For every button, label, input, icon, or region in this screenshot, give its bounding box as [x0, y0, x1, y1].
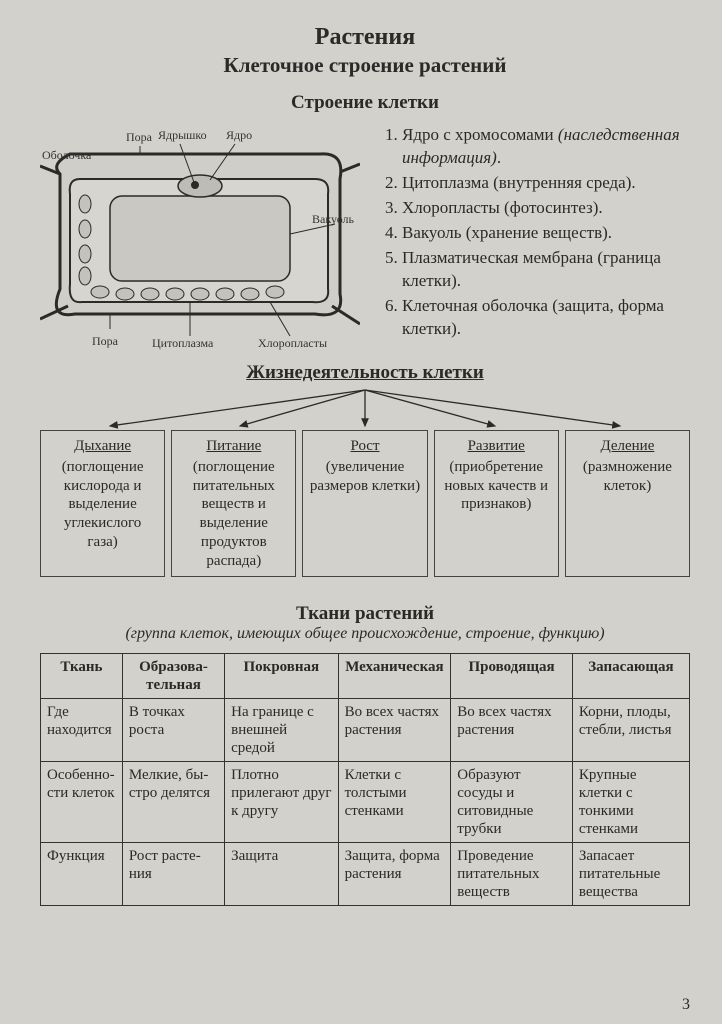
label-pora-top: Пора [126, 130, 152, 145]
life-box-desc: (поглощение питательных веществ и выделе… [193, 459, 275, 569]
life-box-desc: (увеличение размеров клетки) [310, 459, 420, 494]
life-box: Деление (размножение клеток) [565, 430, 690, 577]
table-cell: Клетки с толстыми стенками [338, 762, 451, 843]
tissue-table: ТканьОбразова­тельнаяПокров­наяМеханиче­… [40, 653, 690, 906]
table-cell: Запасает питатель­ные веще­ства [572, 843, 689, 906]
table-cell: Защита [225, 843, 338, 906]
table-cell: Защита, форма рас­тения [338, 843, 451, 906]
table-cell: Рост расте­ния [122, 843, 224, 906]
table-cell: Крупные клетки с тонкими стенками [572, 762, 689, 843]
structure-item: Вакуоль (хранение веществ). [402, 222, 690, 245]
page: Растения Клеточное строение растений Стр… [0, 0, 722, 1024]
structure-list: Ядро с хромосомами (наследственная инфор… [376, 124, 690, 342]
table-cell: Корни, плоды, стебли, ли­стья [572, 699, 689, 762]
life-box-title: Рост [309, 437, 420, 456]
tissue-subheading: (группа клеток, имеющих общее происхожде… [40, 625, 690, 643]
life-box-desc: (поглощение кислорода и выделение углеки… [62, 459, 144, 550]
structure-item: Хлоропласты (фотосинтез). [402, 197, 690, 220]
tissue-header: Ткань [41, 654, 123, 699]
label-obolochka: Оболочка [42, 148, 91, 163]
tissue-header: Покров­ная [225, 654, 338, 699]
label-pora-bottom: Пора [92, 334, 118, 349]
label-citoplazma: Цитоплазма [152, 336, 213, 351]
table-cell: Функ­ция [41, 843, 123, 906]
life-box-desc: (приобретение новых качеств и признаков) [444, 459, 548, 513]
table-cell: На границе с внешней средой [225, 699, 338, 762]
table-cell: Мелкие, бы­стро делятся [122, 762, 224, 843]
life-box-title: Питание [178, 437, 289, 456]
life-box: Дыхание (поглощение кислорода и выделение… [40, 430, 165, 577]
label-yadro: Ядро [226, 128, 252, 143]
table-row: Где находи­тсяВ точках ростаНа границе с… [41, 699, 690, 762]
structure-item: Цитоплазма (внутренняя среда). [402, 172, 690, 195]
table-cell: Образуют сосуды и ситовид­ные трубки [451, 762, 573, 843]
table-cell: Осо­бенно­сти клеток [41, 762, 123, 843]
table-cell: Где находи­тся [41, 699, 123, 762]
life-box: Развитие (приобретение новых качеств и пр… [434, 430, 559, 577]
table-cell: В точках роста [122, 699, 224, 762]
structure-item: Ядро с хромосомами (наследственная инфор… [402, 124, 690, 170]
life-box: Питание (поглощение питательных веществ и… [171, 430, 296, 577]
tissue-header: Запасаю­щая [572, 654, 689, 699]
table-cell: Проведе­ние пита­тельных веществ [451, 843, 573, 906]
tissue-heading: Ткани растений [40, 603, 690, 625]
label-vakuol: Вакуоль [312, 212, 354, 227]
structure-item: Клеточная оболочка (защита, форма клетки… [402, 295, 690, 341]
structure-heading: Строение клетки [40, 92, 690, 114]
label-hloroplasty: Хлоропласты [258, 336, 327, 351]
tissue-header: Образова­тельная [122, 654, 224, 699]
cell-diagram-row: Оболочка Пора Ядрышко Ядро Вакуоль Пора … [40, 124, 690, 354]
life-box-title: Дыхание [47, 437, 158, 456]
table-cell: Плотно прилегают друг к дру­гу [225, 762, 338, 843]
life-heading: Жизнедеятельность клетки [40, 362, 690, 384]
page-subtitle: Клеточное строение растений [40, 53, 690, 78]
structure-item: Плазматическая мембрана (граница клетки)… [402, 247, 690, 293]
table-row: Функ­цияРост расте­нияЗащитаЗащита, форм… [41, 843, 690, 906]
table-cell: Во всех частях растения [451, 699, 573, 762]
life-box: Рост (увеличение размеров клетки) [302, 430, 427, 577]
life-box-title: Деление [572, 437, 683, 456]
tissue-header: Проводя­щая [451, 654, 573, 699]
tissue-header: Механиче­ская [338, 654, 451, 699]
life-box-desc: (размножение клеток) [583, 459, 672, 494]
life-boxes: Дыхание (поглощение кислорода и выделение… [40, 430, 690, 577]
arrows-svg [55, 388, 675, 430]
page-title: Растения [40, 24, 690, 51]
table-cell: Во всех час­тях растения [338, 699, 451, 762]
cell-diagram: Оболочка Пора Ядрышко Ядро Вакуоль Пора … [40, 124, 360, 354]
page-number: 3 [682, 996, 690, 1014]
table-row: Осо­бенно­сти клетокМелкие, бы­стро деля… [41, 762, 690, 843]
life-box-title: Развитие [441, 437, 552, 456]
label-yadryshko: Ядрышко [158, 128, 207, 143]
